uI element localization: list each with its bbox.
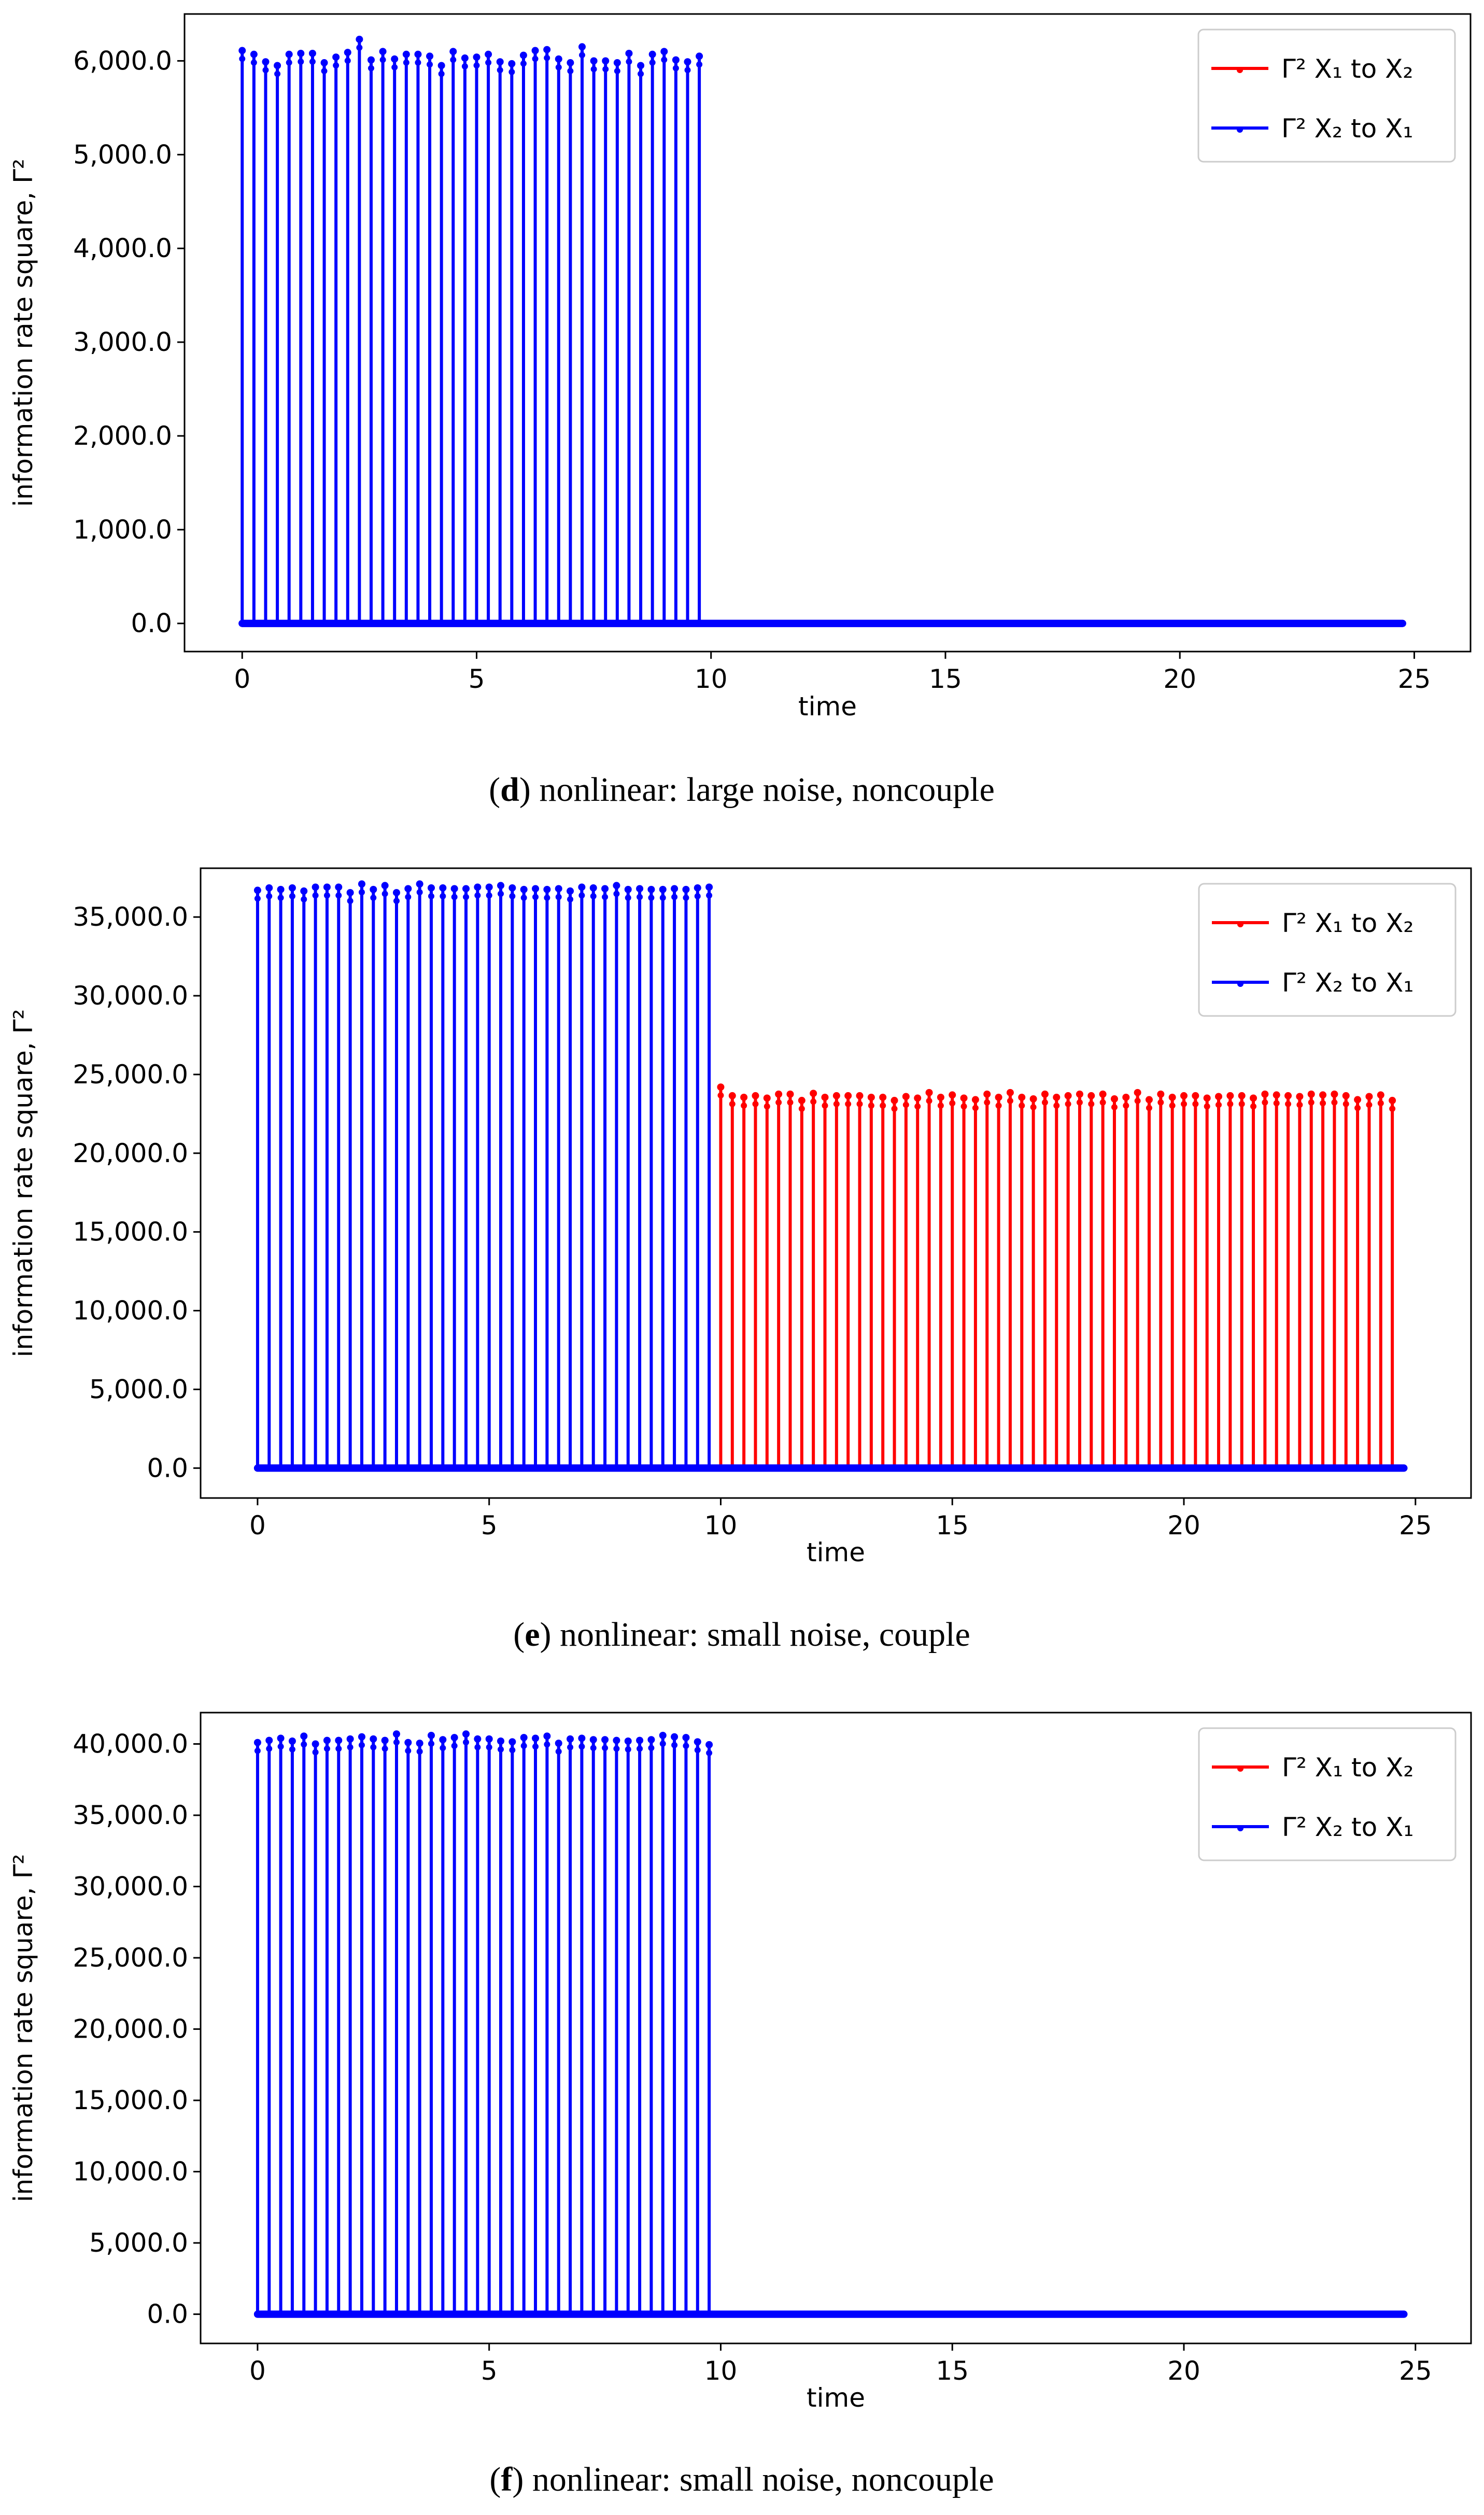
x-tick-label: 15 — [929, 664, 962, 694]
x-axis-label: time — [807, 2383, 865, 2413]
y-tick-label: 25,000.0 — [73, 1943, 188, 1973]
legend-item-x2-to-x1: Γ² X₂ to X₁ — [1211, 114, 1413, 144]
y-axis-label: information rate square, Γ² — [8, 1009, 38, 1358]
x-tick-label: 20 — [1163, 664, 1196, 694]
caption-e: (e) nonlinear: small noise, couple — [513, 1616, 970, 1654]
y-tick-label: 6,000.0 — [73, 46, 172, 76]
legend-item-x1-to-x2: Γ² X₁ to X₂ — [1212, 908, 1414, 938]
legend-item-x1-to-x2: Γ² X₁ to X₂ — [1212, 1753, 1414, 1783]
legend-marker-icon — [1237, 981, 1243, 987]
caption-d: (d) nonlinear: large noise, noncouple — [489, 771, 995, 809]
x-tick-label: 10 — [704, 2356, 738, 2386]
caption-f: (f) nonlinear: small noise, noncouple — [489, 2461, 994, 2498]
y-tick-label: 10,000.0 — [73, 1296, 188, 1326]
axes-frame — [200, 1712, 1472, 2344]
y-tick-label: 20,000.0 — [73, 1138, 188, 1168]
y-axis-label: information rate square, Γ² — [8, 159, 38, 507]
legend-label: Γ² X₂ to X₁ — [1282, 1812, 1414, 1842]
panel-f: 0.0 5,000.0 10,000.0 15,000.0 20,000.0 25,000… — [8, 1712, 1472, 2413]
x-tick-label: 20 — [1167, 2356, 1200, 2386]
series-x2-to-x1 — [253, 880, 1408, 1472]
y-tick-label: 30,000.0 — [73, 981, 188, 1011]
x-axis-label: time — [807, 1537, 865, 1567]
legend-label: Γ² X₁ to X₂ — [1281, 54, 1413, 84]
legend-label: Γ² X₂ to X₁ — [1281, 114, 1413, 144]
legend: Γ² X₁ to X₂ Γ² X₂ to X₁ — [1198, 1727, 1457, 1861]
legend-item-x2-to-x1: Γ² X₂ to X₁ — [1212, 968, 1414, 998]
legend-label: Γ² X₂ to X₁ — [1282, 968, 1414, 998]
x-axis-ticks: 0 5 10 15 20 25 — [249, 2343, 1432, 2386]
legend-item-x2-to-x1: Γ² X₂ to X₁ — [1212, 1812, 1414, 1842]
y-tick-label: 3,000.0 — [73, 327, 172, 357]
y-tick-label: 2,000.0 — [73, 421, 172, 451]
y-tick-label: 15,000.0 — [73, 2085, 188, 2115]
x-tick-label: 0 — [234, 664, 250, 694]
y-axis-ticks: 0.0 5,000.0 10,000.0 15,000.0 20,000.0 25,000… — [73, 1729, 201, 2329]
x-tick-label: 5 — [481, 2356, 498, 2386]
x-axis-label: time — [798, 691, 857, 722]
y-tick-label: 30,000.0 — [73, 1872, 188, 1902]
legend-marker-icon — [1237, 67, 1243, 73]
legend-label: Γ² X₁ to X₂ — [1282, 1753, 1414, 1783]
data-series — [253, 880, 1408, 1472]
data-series — [238, 35, 1406, 627]
axes-frame — [200, 867, 1472, 1499]
legend-marker-icon — [1237, 126, 1243, 133]
axes-frame — [183, 13, 1472, 653]
y-tick-label: 35,000.0 — [73, 902, 188, 932]
x-tick-label: 15 — [936, 1510, 969, 1541]
x-tick-label: 5 — [469, 664, 485, 694]
y-axis-ticks: 0.0 5,000.0 10,000.0 15,000.0 20,000.0 25,000… — [73, 902, 201, 1483]
y-axis-label: information rate square, Γ² — [8, 1854, 38, 2202]
y-tick-label: 15,000.0 — [73, 1217, 188, 1247]
x-tick-label: 10 — [704, 1510, 738, 1541]
y-tick-label: 0.0 — [147, 1453, 188, 1483]
series-x1-to-x2 — [253, 1083, 1408, 1472]
x-tick-label: 5 — [481, 1510, 498, 1541]
y-axis-ticks: 0.0 1,000.0 2,000.0 3,000.0 4,000.0 5,000.0 6,… — [73, 46, 185, 639]
panel-e: 0.0 5,000.0 10,000.0 15,000.0 20,000.0 25,000… — [8, 867, 1472, 1567]
x-tick-label: 20 — [1167, 1510, 1200, 1541]
y-tick-label: 5,000.0 — [89, 2228, 188, 2258]
y-tick-label: 0.0 — [147, 2299, 188, 2329]
y-tick-label: 20,000.0 — [73, 2014, 188, 2044]
panel-d: 0.0 1,000.0 2,000.0 3,000.0 4,000.0 5,000.0 6,… — [8, 13, 1472, 722]
y-tick-label: 35,000.0 — [73, 1800, 188, 1830]
legend: Γ² X₁ to X₂ Γ² X₂ to X₁ — [1198, 883, 1457, 1017]
x-tick-label: 0 — [249, 2356, 266, 2386]
x-axis-ticks: 0 5 10 15 20 25 — [249, 1498, 1432, 1541]
legend-marker-icon — [1237, 921, 1243, 927]
x-tick-label: 0 — [249, 1510, 266, 1541]
y-tick-label: 40,000.0 — [73, 1729, 188, 1759]
y-tick-label: 1,000.0 — [73, 515, 172, 545]
y-tick-label: 10,000.0 — [73, 2157, 188, 2187]
legend-marker-icon — [1237, 1765, 1243, 1772]
legend-label: Γ² X₁ to X₂ — [1282, 908, 1414, 938]
y-tick-label: 5,000.0 — [89, 1374, 188, 1404]
legend-marker-icon — [1237, 1825, 1243, 1831]
y-tick-label: 25,000.0 — [73, 1059, 188, 1090]
data-series — [253, 1730, 1408, 2318]
x-axis-ticks: 0 5 10 15 20 25 — [234, 652, 1431, 694]
x-tick-label: 25 — [1399, 2356, 1432, 2386]
x-tick-label: 15 — [936, 2356, 969, 2386]
x-tick-label: 10 — [695, 664, 728, 694]
y-tick-label: 0.0 — [131, 609, 172, 639]
x-tick-label: 25 — [1399, 1510, 1432, 1541]
legend-item-x1-to-x2: Γ² X₁ to X₂ — [1211, 54, 1413, 84]
x-tick-label: 25 — [1398, 664, 1431, 694]
legend: Γ² X₁ to X₂ Γ² X₂ to X₁ — [1197, 29, 1456, 163]
y-tick-label: 4,000.0 — [73, 233, 172, 263]
y-tick-label: 5,000.0 — [73, 139, 172, 169]
